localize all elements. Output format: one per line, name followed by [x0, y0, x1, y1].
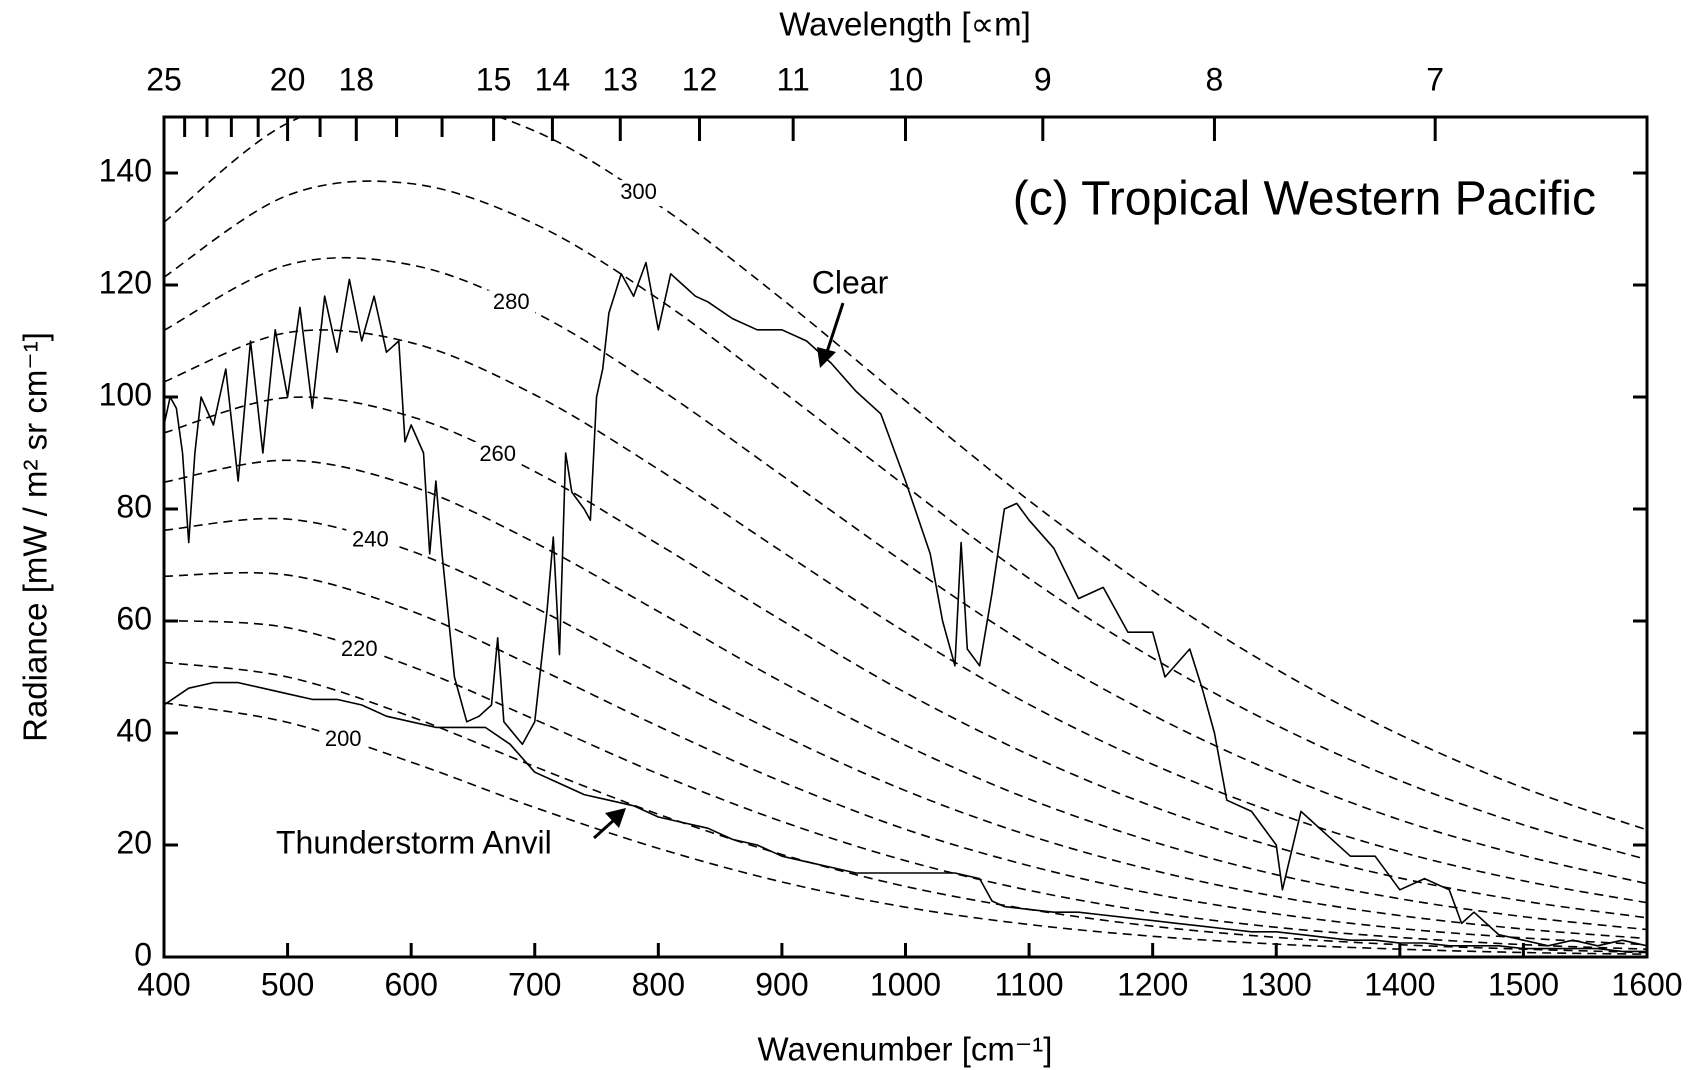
x-tick-label: 1200 [1117, 966, 1188, 1002]
x-tick-label: 1500 [1488, 966, 1559, 1002]
x2-axis-title: Wavelength [∝m] [779, 6, 1031, 43]
x2-tick-label: 14 [535, 61, 571, 97]
x2-tick-label: 8 [1206, 61, 1224, 97]
curve-label-bg [473, 442, 522, 469]
reference-curve [164, 117, 1647, 831]
y-tick-label: 0 [134, 936, 152, 972]
x-tick-label: 800 [632, 966, 685, 1002]
x2-tick-label: 10 [888, 61, 924, 97]
curve-label-bg [487, 290, 536, 317]
reference-curve [164, 661, 1647, 954]
x2-tick-label: 13 [602, 61, 638, 97]
curve-label: 280 [493, 289, 530, 314]
x-tick-label: 500 [261, 966, 314, 1002]
curve-label: 240 [352, 526, 389, 551]
reference-curve [164, 459, 1647, 931]
annotation-arrow-head [605, 808, 626, 828]
reference-curve [164, 180, 1647, 861]
reference-curve [164, 517, 1647, 940]
x2-tick-label: 25 [146, 61, 182, 97]
x2-tick-label: 9 [1034, 61, 1052, 97]
anvil-annotation: Thunderstorm Anvil [276, 824, 552, 860]
reference-curve [164, 256, 1647, 885]
x-tick-label: 1000 [870, 966, 941, 1002]
curve-label-bg [319, 727, 368, 754]
y-tick-label: 80 [116, 488, 152, 524]
x-axis-title: Wavenumber [cm⁻¹] [758, 1031, 1053, 1068]
curve-label-bg [335, 637, 384, 664]
x2-tick-label: 12 [682, 61, 718, 97]
x-tick-label: 1300 [1241, 966, 1312, 1002]
spectrum-line [164, 681, 1647, 953]
curve-label: 300 [620, 179, 657, 204]
spectrum-line [164, 261, 1647, 947]
curve-label-bg [346, 527, 395, 554]
reference-curve [164, 396, 1647, 919]
x-tick-label: 600 [384, 966, 437, 1002]
y-tick-label: 100 [99, 376, 152, 412]
reference-curve [164, 571, 1647, 946]
x2-tick-label: 15 [476, 61, 512, 97]
x-tick-label: 1100 [995, 966, 1064, 1002]
x-tick-label: 700 [508, 966, 561, 1002]
x2-tick-label: 20 [270, 61, 306, 97]
x-tick-label: 1400 [1364, 966, 1435, 1002]
reference-curve [164, 329, 1647, 904]
annotation-arrow [825, 302, 845, 353]
y-tick-label: 40 [116, 712, 152, 748]
annotation-arrow-head [817, 347, 836, 368]
curve-label-bg [614, 180, 663, 207]
chart-title: (c) Tropical Western Pacific [1013, 173, 1596, 226]
x2-tick-label: 7 [1426, 61, 1444, 97]
curve-label: 200 [325, 726, 362, 751]
y-tick-label: 20 [116, 824, 152, 860]
y-tick-label: 120 [99, 264, 152, 300]
x-tick-label: 400 [137, 966, 190, 1002]
x2-tick-label: 18 [338, 61, 374, 97]
x2-tick-label: 11 [777, 61, 810, 97]
y-tick-label: 60 [116, 600, 152, 636]
curve-label: 220 [341, 636, 378, 661]
reference-curve [164, 619, 1647, 950]
y-tick-label: 140 [99, 152, 152, 188]
x-tick-label: 900 [755, 966, 808, 1002]
y-axis-title: Radiance [mW / m² sr cm⁻¹] [17, 332, 54, 742]
clear-annotation: Clear [812, 264, 889, 300]
x-tick-label: 1600 [1611, 966, 1682, 1002]
annotation-arrow [592, 818, 616, 840]
curve-label: 260 [479, 441, 516, 466]
